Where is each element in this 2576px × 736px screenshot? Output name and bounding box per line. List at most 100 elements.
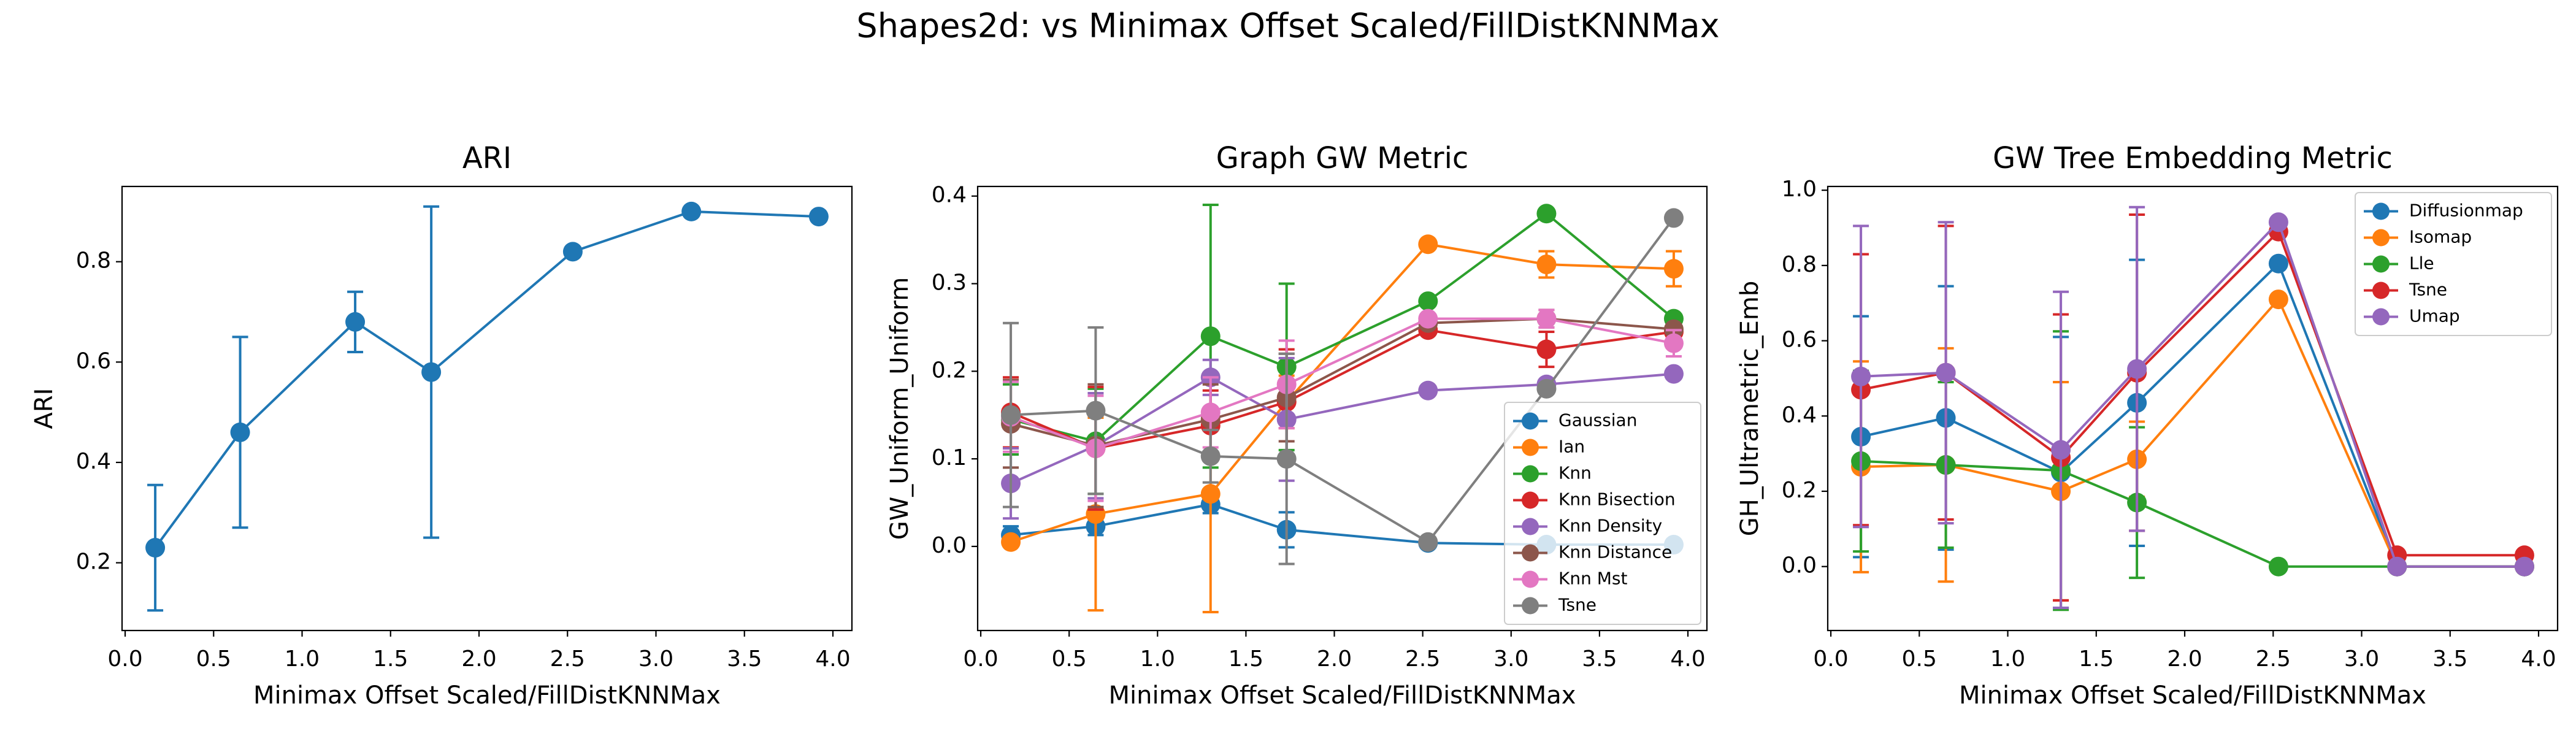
chart-title: Graph GW Metric <box>1216 141 1469 175</box>
point <box>2127 359 2147 379</box>
legend-marker <box>1522 570 1539 588</box>
point <box>1663 259 1684 279</box>
point <box>1200 326 1221 347</box>
point <box>808 207 829 227</box>
legend-marker <box>2372 229 2390 247</box>
legend-label: Tsne <box>2409 280 2447 300</box>
x-tick-label: 4.0 <box>815 646 850 672</box>
x-tick-label: 4.0 <box>2521 646 2556 672</box>
legend-marker <box>1522 439 1539 456</box>
legend-label: Knn Bisection <box>1558 489 1676 510</box>
point <box>562 242 583 262</box>
point <box>2387 556 2407 577</box>
x-tick-label: 0.5 <box>196 646 231 672</box>
x-tick-label: 4.0 <box>1670 646 1705 672</box>
x-tick-label: 3.0 <box>1493 646 1528 672</box>
legend-marker <box>1522 597 1539 615</box>
point <box>1086 401 1106 421</box>
y-tick-label: 0.4 <box>76 449 111 474</box>
x-tick-label: 0.5 <box>1902 646 1937 672</box>
point <box>1536 255 1557 275</box>
legend-marker <box>1522 491 1539 509</box>
y-tick-label: 0.3 <box>932 270 967 296</box>
point <box>230 422 250 442</box>
x-tick-label: 2.0 <box>2167 646 2202 672</box>
point <box>1001 405 1021 425</box>
y-tick-label: 0.1 <box>932 445 967 470</box>
legend-label: Knn Density <box>1558 516 1662 536</box>
y-tick-label: 0.6 <box>76 348 111 374</box>
legend-box <box>2355 192 2552 336</box>
point <box>1663 364 1684 384</box>
x-tick-label: 2.5 <box>550 646 585 672</box>
axes-frame <box>121 185 853 632</box>
point <box>145 538 166 558</box>
x-axis-label: Minimax Offset Scaled/FillDistKNNMax <box>1959 681 2426 710</box>
point <box>1418 309 1438 329</box>
x-tick-label: 0.0 <box>963 646 998 672</box>
series-line <box>154 210 819 549</box>
legend-label: Knn Distance <box>1558 542 1672 562</box>
point <box>1200 446 1221 466</box>
legend-marker <box>1522 544 1539 562</box>
legend-label: Isomap <box>2409 227 2472 247</box>
x-tick-label: 3.5 <box>1582 646 1617 672</box>
legend-marker <box>2372 202 2390 220</box>
legend-marker <box>1522 518 1539 535</box>
point <box>1001 532 1021 552</box>
point <box>1536 339 1557 359</box>
legend-label: Diffusionmap <box>2409 201 2523 221</box>
axes-frame <box>976 185 1708 632</box>
x-axis-label: Minimax Offset Scaled/FillDistKNNMax <box>1109 681 1576 710</box>
point <box>421 362 442 382</box>
point <box>345 312 366 332</box>
legend-box <box>1504 402 1701 625</box>
legend-marker <box>2372 282 2390 299</box>
point <box>2268 253 2288 274</box>
chart-title: GW Tree Embedding Metric <box>1993 141 2393 175</box>
x-tick-label: 1.0 <box>1140 646 1175 672</box>
legend-marker <box>2372 255 2390 273</box>
legend-label: Umap <box>2409 306 2460 326</box>
y-tick-label: 0.0 <box>1782 553 1817 578</box>
x-tick-label: 1.5 <box>373 646 408 672</box>
legend-label: Gaussian <box>1558 410 1637 431</box>
point <box>1536 378 1557 399</box>
x-tick-label: 3.5 <box>2432 646 2467 672</box>
x-tick-label: 1.0 <box>1990 646 2025 672</box>
point <box>1851 366 1871 386</box>
point <box>1418 291 1438 312</box>
series-line <box>1861 459 2524 568</box>
x-tick-label: 1.0 <box>285 646 320 672</box>
legend-label: Ian <box>1558 437 1585 457</box>
y-axis-label: GW_Uniform_Uniform <box>886 277 914 540</box>
axes-frame <box>1827 185 2559 632</box>
legend-marker <box>1522 412 1539 430</box>
y-tick-label: 0.2 <box>1782 478 1817 503</box>
legend-marker <box>1522 465 1539 483</box>
point <box>2268 556 2288 577</box>
point <box>1200 402 1221 423</box>
legend-label: Lle <box>2409 253 2434 274</box>
x-tick-label: 0.5 <box>1052 646 1087 672</box>
x-axis-label: Minimax Offset Scaled/FillDistKNNMax <box>253 681 721 710</box>
legend-marker <box>2372 308 2390 326</box>
x-tick-label: 1.5 <box>2079 646 2114 672</box>
y-tick-label: 0.2 <box>76 550 111 575</box>
legend-label: Tsne <box>1558 595 1597 615</box>
point <box>1200 484 1221 504</box>
figure-title: Shapes2d: vs Minimax Offset Scaled/FillD… <box>856 7 1719 45</box>
point <box>681 201 702 221</box>
point <box>1936 362 1956 383</box>
x-tick-label: 0.0 <box>1813 646 1848 672</box>
y-tick-label: 0.6 <box>1782 328 1817 353</box>
y-tick-label: 0.0 <box>932 533 967 558</box>
point <box>2051 440 2071 460</box>
y-tick-label: 0.4 <box>1782 402 1817 427</box>
point <box>2268 289 2288 310</box>
x-tick-label: 2.0 <box>461 646 496 672</box>
y-tick-label: 0.2 <box>932 358 967 383</box>
legend-label: Knn <box>1558 463 1592 483</box>
